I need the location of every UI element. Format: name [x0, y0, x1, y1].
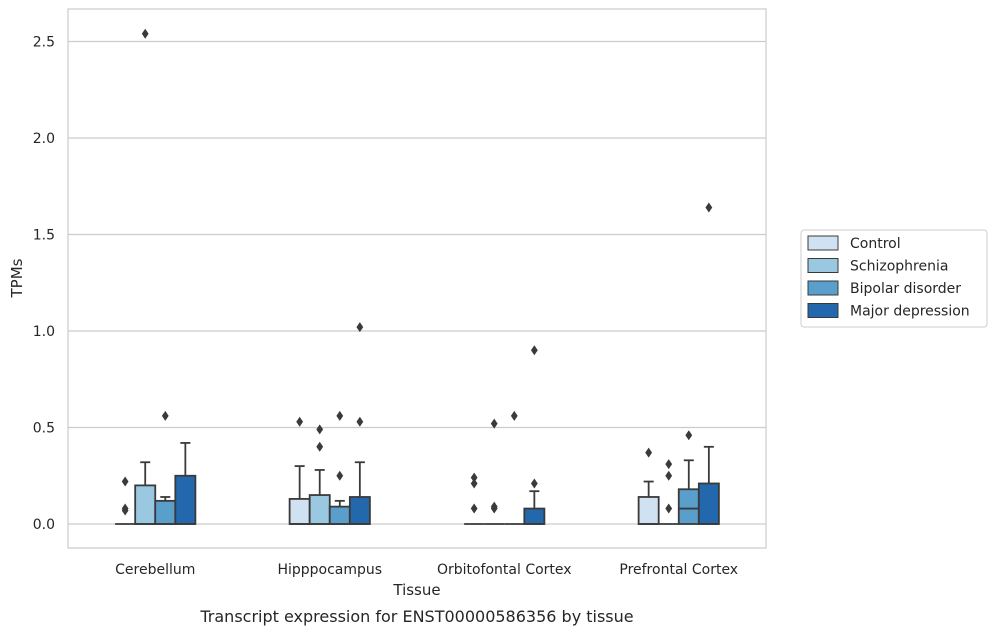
box — [637, 496, 660, 525]
outlier-point — [316, 424, 324, 435]
legend-frame — [800, 229, 988, 328]
outlier-point — [530, 478, 538, 489]
legend-swatch — [807, 303, 839, 318]
outlier-point — [141, 28, 149, 39]
box — [174, 474, 197, 525]
box — [134, 484, 157, 525]
outlier-point — [665, 459, 673, 470]
box-group — [154, 410, 177, 525]
box-group — [328, 410, 351, 525]
legend: Control Schizophrenia Bipolar disorder Majo… — [800, 229, 988, 328]
outlier-point — [470, 478, 478, 489]
y-tick-label: 2.5 — [33, 35, 55, 51]
x-axis-label: Tissue — [392, 581, 440, 599]
box — [523, 507, 546, 525]
legend-label: Control — [850, 236, 901, 252]
box-group — [637, 447, 660, 525]
box-group — [697, 202, 720, 525]
legend-label: Schizophrenia — [850, 259, 948, 275]
outlier-point — [336, 470, 344, 481]
y-tick-label: 1.5 — [33, 228, 55, 244]
outlier-point — [705, 202, 713, 213]
box — [328, 505, 351, 525]
x-tick-label: Prefrontal Cortex — [619, 562, 738, 578]
legend-label: Bipolar disorder — [850, 281, 961, 297]
plot-frame — [67, 8, 767, 549]
outlier-point — [161, 410, 169, 421]
outlier-point — [356, 322, 364, 333]
outlier-point — [530, 345, 538, 356]
outlier-point — [121, 476, 129, 487]
gridlines — [68, 40, 766, 525]
box-group — [677, 430, 700, 525]
outlier-point — [645, 447, 653, 458]
x-tick-label: Orbitofontal Cortex — [437, 562, 572, 578]
y-tick-label: 0.0 — [33, 517, 55, 533]
box-group — [504, 410, 525, 525]
y-tick-label: 0.5 — [33, 421, 55, 437]
box-group — [134, 28, 157, 525]
outlier-point — [665, 470, 673, 481]
outlier-point — [296, 416, 304, 427]
legend-swatch — [807, 258, 839, 273]
box-group — [658, 459, 679, 525]
y-axis-label: TPMs — [8, 258, 26, 298]
x-axis-ticks: Cerebellum Hipppocampus Orbitofontal Corte… — [115, 562, 738, 578]
outlier-point — [470, 503, 478, 514]
outlier-point — [665, 503, 673, 514]
outlier-point — [490, 503, 498, 514]
box-group — [288, 416, 311, 525]
y-tick-label: 1.0 — [33, 324, 55, 340]
chart-caption: Transcript expression for ENST0000058635… — [199, 607, 633, 626]
legend-label: Major depression — [850, 304, 970, 320]
box-group — [523, 345, 546, 525]
outlier-point — [356, 416, 364, 427]
box — [154, 499, 177, 525]
plot-area — [115, 28, 720, 525]
box — [308, 494, 331, 525]
box-group — [308, 424, 331, 525]
box — [697, 482, 720, 525]
box — [677, 488, 700, 525]
x-tick-label: Cerebellum — [115, 562, 195, 578]
y-tick-label: 2.0 — [33, 131, 55, 147]
x-tick-label: Hipppocampus — [277, 562, 382, 578]
box — [348, 496, 371, 525]
outlier-point — [490, 418, 498, 429]
box-group — [174, 442, 197, 525]
outlier-point — [316, 441, 324, 452]
outlier-point — [510, 410, 518, 421]
legend-swatch — [807, 280, 839, 296]
box-group — [464, 472, 485, 525]
outlier-point — [470, 472, 478, 483]
outlier-point — [336, 410, 344, 421]
box — [288, 498, 311, 525]
outlier-point — [121, 505, 129, 516]
legend-swatch — [807, 235, 839, 251]
y-axis-ticks: 0.0 0.5 1.0 1.5 2.0 2.5 — [33, 35, 55, 534]
box-group — [348, 322, 371, 525]
outlier-point — [685, 430, 693, 441]
box-group — [484, 418, 505, 525]
box-group — [115, 476, 136, 525]
